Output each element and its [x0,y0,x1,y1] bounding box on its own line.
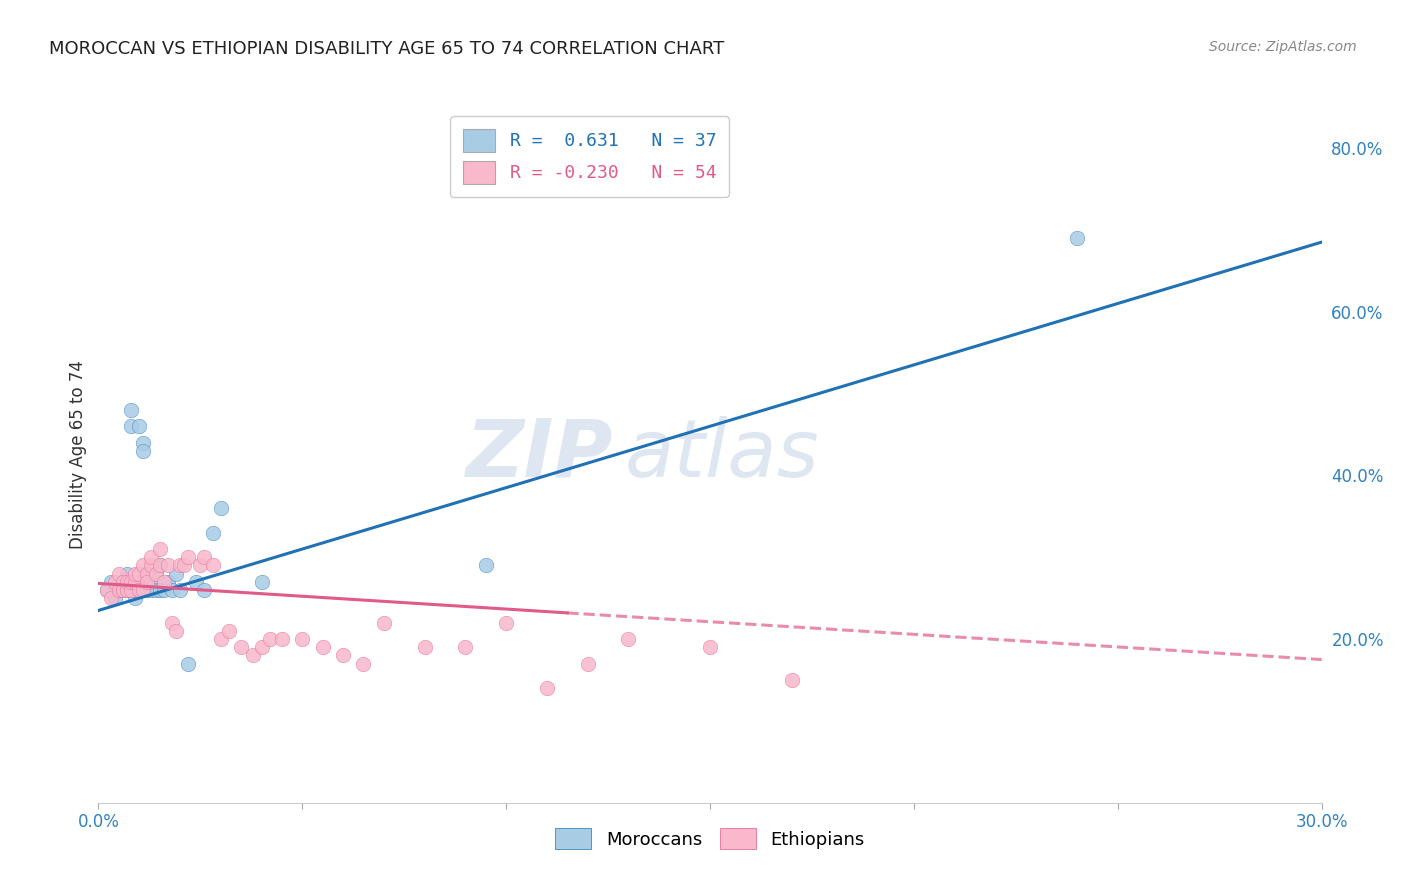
Point [536,681,558,696]
Point [250,574,273,589]
Point [495,615,517,630]
Point [115,582,138,597]
Point [124,582,146,597]
Point [188,558,212,573]
Point [169,558,191,573]
Legend: Moroccans, Ethiopians: Moroccans, Ethiopians [548,822,872,856]
Point [136,566,159,581]
Point [145,582,167,597]
Point [454,640,477,655]
Point [141,574,163,589]
Text: atlas: atlas [624,416,820,494]
Point [165,566,187,581]
Point [145,566,167,581]
Point [124,566,146,581]
Point [149,582,172,597]
Y-axis label: Disability Age 65 to 74: Disability Age 65 to 74 [69,360,87,549]
Point [115,582,138,597]
Point [617,632,640,646]
Point [111,582,134,597]
Text: ZIP: ZIP [465,416,612,494]
Point [128,566,150,581]
Point [474,558,498,573]
Point [250,640,273,655]
Point [141,582,163,597]
Point [177,657,200,671]
Point [120,403,142,417]
Point [149,558,172,573]
Point [120,419,142,434]
Text: Source: ZipAtlas.com: Source: ZipAtlas.com [1209,40,1357,54]
Point [193,550,215,565]
Point [124,574,146,589]
Point [156,574,179,589]
Point [291,632,314,646]
Point [209,632,232,646]
Point [120,574,142,589]
Point [312,640,335,655]
Text: MOROCCAN VS ETHIOPIAN DISABILITY AGE 65 TO 74 CORRELATION CHART: MOROCCAN VS ETHIOPIAN DISABILITY AGE 65 … [49,40,724,58]
Point [108,582,131,597]
Point [201,558,224,573]
Point [115,566,138,581]
Point [100,574,122,589]
Point [120,582,142,597]
Point [141,550,163,565]
Point [169,582,191,597]
Point [96,582,118,597]
Point [115,574,138,589]
Point [145,566,167,581]
Point [152,582,174,597]
Point [132,435,155,450]
Point [576,657,599,671]
Point [136,582,159,597]
Point [128,582,150,597]
Point [132,582,155,597]
Point [136,574,159,589]
Point [128,574,150,589]
Point [177,550,200,565]
Point [111,574,134,589]
Point [201,525,224,540]
Point [332,648,354,663]
Point [173,558,195,573]
Point [160,615,183,630]
Point [104,574,127,589]
Point [141,558,163,573]
Point [242,648,264,663]
Point [124,591,146,606]
Point [136,566,159,581]
Point [156,558,179,573]
Point [152,574,174,589]
Point [209,501,232,516]
Point [270,632,294,646]
Point [104,591,127,606]
Point [132,558,155,573]
Point [111,582,134,597]
Point [352,657,374,671]
Point [100,591,122,606]
Point [111,574,134,589]
Point [149,542,172,557]
Point [108,566,131,581]
Point [1066,231,1088,245]
Point [165,624,187,638]
Point [259,632,281,646]
Point [413,640,436,655]
Point [186,574,208,589]
Point [128,419,150,434]
Point [699,640,721,655]
Point [132,443,155,458]
Point [193,582,215,597]
Point [108,582,131,597]
Point [149,558,172,573]
Point [160,582,183,597]
Point [373,615,395,630]
Point [231,640,253,655]
Point [96,582,118,597]
Point [780,673,803,687]
Point [218,624,240,638]
